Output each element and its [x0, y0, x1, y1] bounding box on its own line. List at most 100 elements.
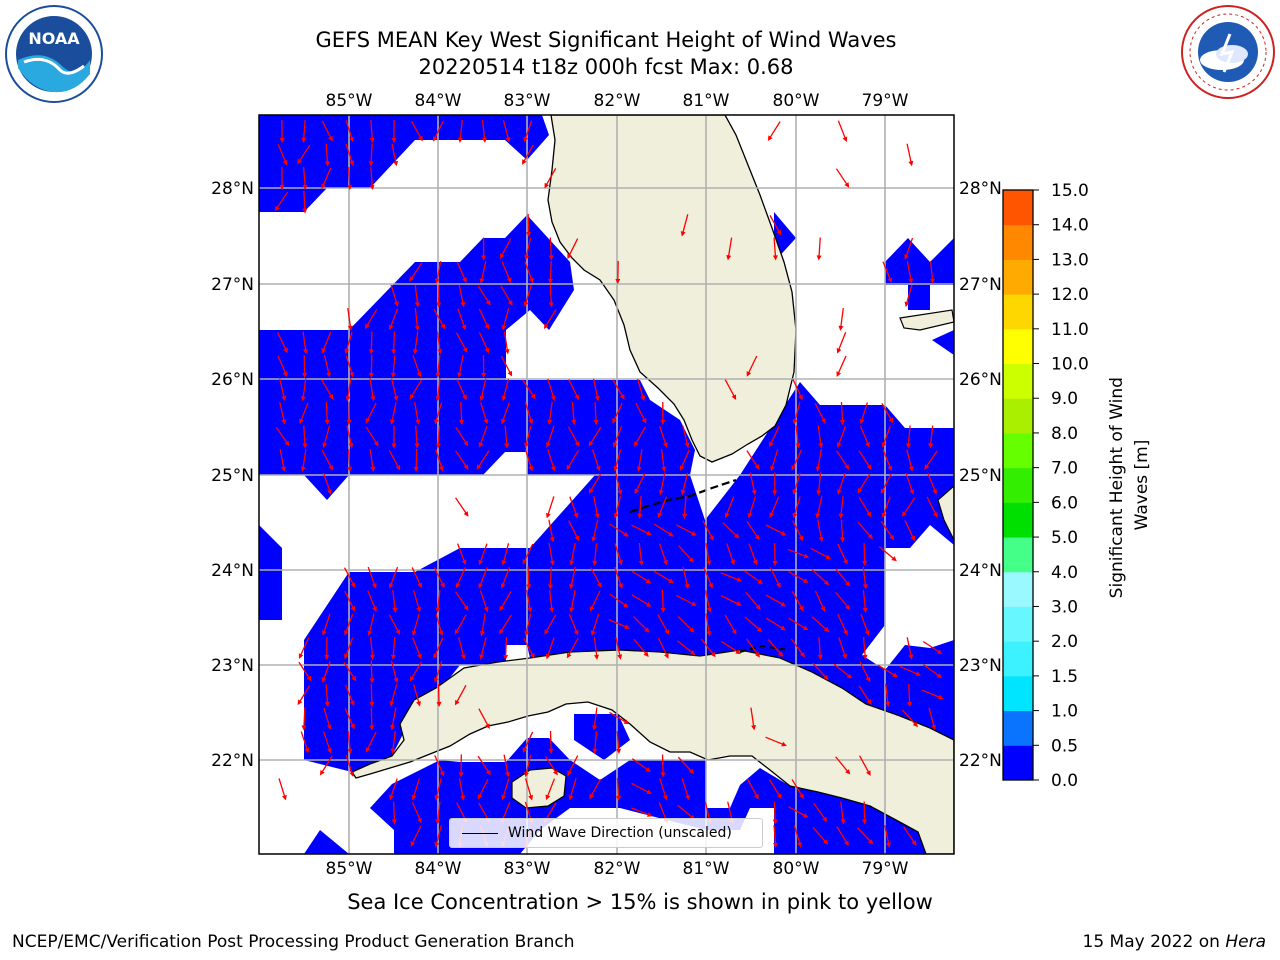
wave-arrow — [388, 566, 399, 589]
wave-arrow — [615, 472, 623, 496]
wave-arrow — [765, 617, 786, 631]
wave-arrow — [659, 778, 668, 801]
wave-arrow — [567, 755, 579, 777]
wave-arrow — [364, 309, 378, 330]
wave-arrow — [676, 524, 697, 536]
map-title: GEFS MEAN Key West Significant Height of… — [315, 28, 897, 52]
wave-arrow — [524, 402, 534, 425]
wave-arrow — [479, 613, 486, 637]
wave-arrow — [837, 543, 848, 565]
colorbar-tick-label: 3.0 — [1051, 597, 1078, 617]
wave-arrow — [588, 473, 602, 494]
wave-arrow — [769, 567, 781, 589]
wave-arrow — [813, 802, 828, 823]
wave-arrow — [569, 590, 576, 613]
lat-label-right: 25°N — [959, 466, 1002, 486]
lat-label-right: 24°N — [959, 561, 1002, 581]
wave-arrow — [481, 237, 487, 261]
wave-arrow — [592, 378, 600, 402]
wave-arrow — [609, 711, 630, 725]
wave-arrow — [726, 237, 733, 261]
wave-arrow — [568, 520, 580, 542]
wave-arrow — [840, 801, 846, 825]
lat-label-right: 23°N — [959, 656, 1002, 676]
lon-label-top: 81°W — [683, 91, 730, 111]
colorbar-tick-label: 5.0 — [1051, 528, 1078, 548]
wave-arrow — [434, 755, 445, 777]
wave-arrow — [769, 426, 780, 448]
wave-arrow — [726, 543, 735, 566]
wave-arrow — [637, 495, 643, 519]
wave-arrow — [300, 449, 307, 472]
wave-arrow — [434, 261, 442, 284]
wave-arrow — [835, 450, 850, 470]
wave-arrow — [547, 566, 553, 590]
lon-label-bottom: 81°W — [683, 859, 730, 879]
wave-arrow — [368, 331, 374, 355]
wave-arrow — [454, 614, 467, 635]
wave-arrow — [503, 754, 510, 778]
wave-arrow — [545, 637, 555, 660]
wave-arrow — [435, 589, 441, 613]
wave-arrow — [772, 801, 778, 825]
wave-arrow — [545, 778, 556, 801]
wave-arrow — [344, 684, 355, 707]
wave-arrow — [772, 472, 778, 496]
wave-arrow — [787, 548, 810, 559]
wave-arrow — [633, 426, 646, 447]
wave-arrow — [499, 591, 512, 612]
wave-arrow — [877, 664, 898, 678]
wave-arrow — [721, 640, 741, 655]
wave-arrow — [885, 683, 891, 707]
wave-arrow — [678, 545, 694, 563]
wave-arrow — [414, 402, 421, 425]
wave-arrow — [744, 616, 763, 633]
wave-arrow — [298, 661, 312, 682]
wave-arrow — [436, 284, 442, 308]
wave-arrow — [500, 566, 511, 589]
footer-date: 15 May 2022 on Hera — [1082, 932, 1267, 952]
wave-arrow — [543, 309, 557, 330]
wave-arrow — [544, 614, 557, 635]
wave-arrow — [569, 496, 579, 519]
wave-arrow — [923, 664, 943, 679]
colorbar-tick-label: 13.0 — [1051, 250, 1089, 270]
wave-arrow — [369, 636, 375, 660]
wave-cell-region — [259, 215, 954, 772]
wave-arrow — [347, 448, 353, 472]
wave-arrow — [767, 121, 781, 141]
wave-arrow — [410, 120, 423, 142]
wave-arrow — [657, 637, 669, 659]
wave-arrow — [322, 425, 331, 449]
wave-arrow — [817, 519, 824, 543]
wave-arrow — [632, 615, 650, 633]
wave-arrow — [345, 355, 355, 378]
wave-arrow — [630, 807, 653, 817]
wave-arrow — [389, 402, 397, 425]
wave-arrow — [720, 572, 743, 582]
wave-arrow — [478, 566, 488, 589]
wave-arrow — [837, 472, 846, 495]
wave-arrow — [609, 593, 629, 608]
wave-arrow — [772, 237, 778, 261]
wave-arrow — [457, 119, 463, 143]
wave-arrow — [275, 426, 290, 447]
colorbar-tick-label: 9.0 — [1051, 389, 1078, 409]
wave-arrow — [413, 684, 421, 707]
wave-arrow — [746, 355, 758, 377]
lon-label-top: 82°W — [594, 91, 641, 111]
colorbar-tick-label: 1.5 — [1051, 667, 1078, 687]
cuban-keys — [739, 644, 789, 653]
wave-arrow — [549, 589, 555, 613]
wave-arrow — [682, 425, 690, 449]
wave-arrow — [743, 570, 764, 585]
wave-arrow — [501, 261, 512, 283]
colorbar-segment — [1003, 710, 1033, 746]
wave-arrow — [365, 426, 379, 447]
wave-arrow — [435, 449, 444, 472]
wave-arrow — [792, 402, 801, 425]
wave-arrow — [368, 354, 374, 378]
colorbar-tick-label: 12.0 — [1051, 285, 1089, 305]
wave-arrow — [880, 520, 895, 541]
wave-arrow — [455, 567, 466, 589]
